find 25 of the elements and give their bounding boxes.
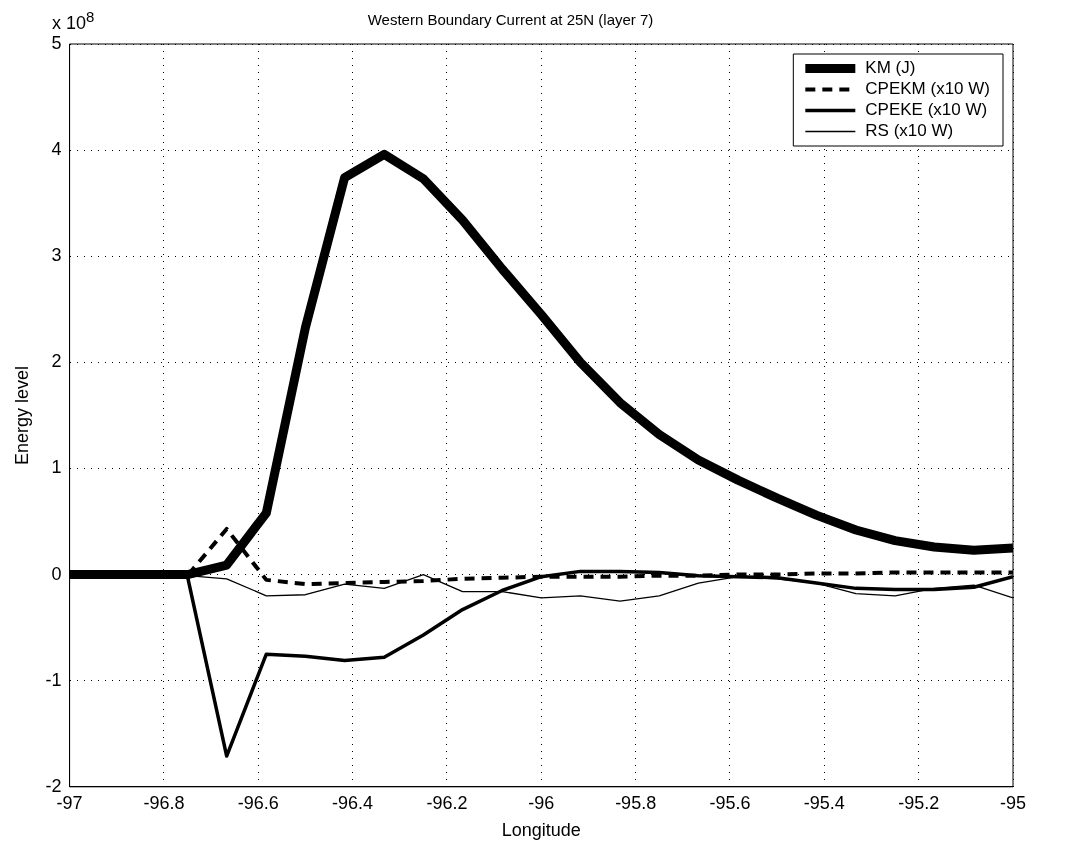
x-tick-label: -96.4 <box>332 792 374 813</box>
x-tick-label: -96.8 <box>143 792 185 813</box>
y-tick-label: 3 <box>51 245 62 266</box>
x-tick-label: -95.8 <box>615 792 657 813</box>
x-tick-label: -96 <box>528 792 555 813</box>
x-tick-label: -96.2 <box>426 792 468 813</box>
legend-label: RS (x10 W) <box>865 121 954 141</box>
chart-title: Western Boundary Current at 25N (layer 7) <box>367 11 654 29</box>
x-axis-title: Longitude <box>501 820 581 841</box>
legend-label: KM (J) <box>865 58 916 78</box>
x-tick-label: -95 <box>999 792 1027 813</box>
y-tick-label: -1 <box>45 669 62 690</box>
x-tick-label: -96.6 <box>237 792 279 813</box>
y-tick-label: 4 <box>51 139 62 160</box>
x-tick-label: -95.4 <box>803 792 845 813</box>
y-tick-label: 2 <box>51 351 62 372</box>
legend-label: CPEKE (x10 W) <box>865 100 988 120</box>
legend-label: CPEKM (x10 W) <box>865 79 991 99</box>
text: x 10$^{8}$ <box>52 8 95 34</box>
x-tick-label: -95.6 <box>709 792 751 813</box>
y-tick-label: 5 <box>51 32 62 53</box>
y-tick-label: 0 <box>51 563 62 584</box>
x-tick-label: -95.2 <box>898 792 940 813</box>
y-tick-label: 1 <box>51 457 62 478</box>
y-axis-title: Energy level <box>11 365 32 465</box>
